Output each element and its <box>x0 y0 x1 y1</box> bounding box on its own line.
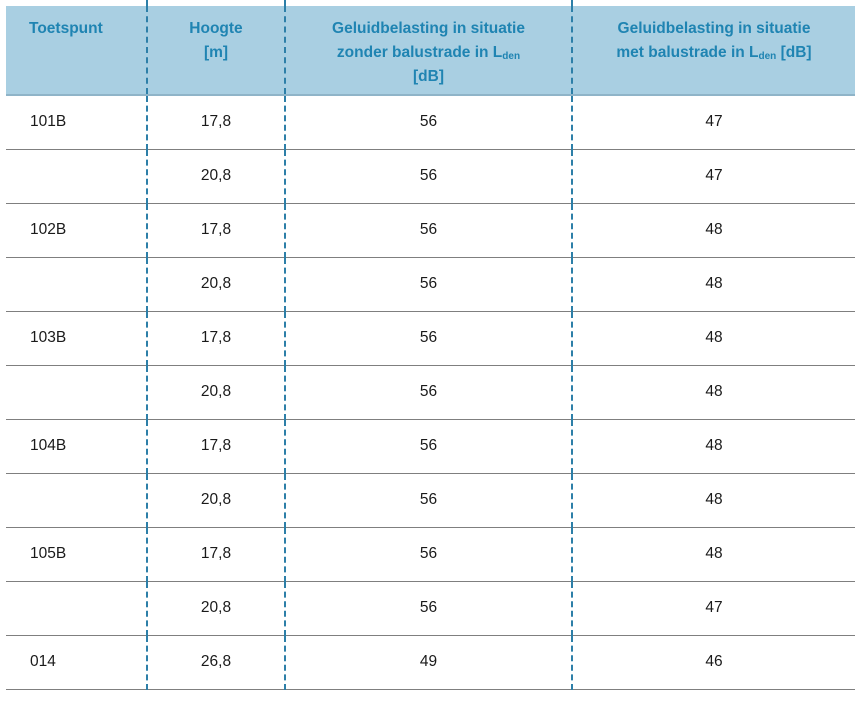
cell-hoogte: 20,8 <box>146 365 285 420</box>
cell-met-balustrade: 48 <box>571 473 855 528</box>
cell-toetspunt <box>6 473 147 528</box>
cell-zonder-balustrade: 56 <box>284 257 572 312</box>
cell-hoogte: 17,8 <box>146 311 285 366</box>
cell-toetspunt <box>6 149 147 204</box>
table-row: 20,8 56 47 <box>6 149 855 204</box>
cell-zonder-balustrade: 56 <box>284 419 572 474</box>
cell-hoogte: 17,8 <box>146 203 285 258</box>
header-zonder-line3: [dB] <box>413 68 444 85</box>
header-toetspunt-label: Toetspunt <box>29 20 103 37</box>
header-met-balustrade: Geluidbelasting in situatie met balustra… <box>571 6 855 95</box>
header-row: Toetspunt Hoogte [m] Geluidbelasting in … <box>6 6 855 95</box>
header-met-line2-tail: [dB] <box>776 44 812 61</box>
cell-zonder-balustrade: 56 <box>284 581 572 636</box>
header-zonder-line2: zonder balustrade in L <box>336 44 503 61</box>
cell-toetspunt <box>6 581 147 636</box>
cell-met-balustrade: 47 <box>571 94 855 150</box>
cell-toetspunt: 014 <box>6 635 147 690</box>
table-row: 20,8 56 48 <box>6 473 855 528</box>
cell-zonder-balustrade: 56 <box>284 203 572 258</box>
table-row: 014 26,8 49 46 <box>6 635 855 690</box>
cell-hoogte: 17,8 <box>146 94 285 150</box>
column-divider-stubs <box>0 0 855 6</box>
cell-hoogte: 17,8 <box>146 419 285 474</box>
table-row: 105B 17,8 56 48 <box>6 527 855 582</box>
cell-toetspunt <box>6 365 147 420</box>
table-header: Toetspunt Hoogte [m] Geluidbelasting in … <box>6 6 855 95</box>
cell-toetspunt: 101B <box>6 94 147 150</box>
cell-toetspunt <box>6 257 147 312</box>
cell-zonder-balustrade: 56 <box>284 149 572 204</box>
cell-toetspunt: 104B <box>6 419 147 474</box>
table-row: 104B 17,8 56 48 <box>6 419 855 474</box>
header-met-line2: met balustrade in L <box>616 44 759 61</box>
cell-met-balustrade: 47 <box>571 149 855 204</box>
header-hoogte-line1: Hoogte <box>189 20 243 37</box>
header-zonder-balustrade: Geluidbelasting in situatie zonder balus… <box>284 6 572 95</box>
noise-levels-table: Toetspunt Hoogte [m] Geluidbelasting in … <box>6 6 855 690</box>
cell-met-balustrade: 48 <box>571 257 855 312</box>
cell-zonder-balustrade: 56 <box>284 473 572 528</box>
cell-hoogte: 20,8 <box>146 473 285 528</box>
table-row: 20,8 56 48 <box>6 257 855 312</box>
header-met-line1: Geluidbelasting in situatie <box>617 20 811 37</box>
cell-met-balustrade: 47 <box>571 581 855 636</box>
cell-toetspunt: 105B <box>6 527 147 582</box>
header-zonder-subscript: den <box>502 51 521 62</box>
cell-met-balustrade: 48 <box>571 365 855 420</box>
cell-hoogte: 17,8 <box>146 527 285 582</box>
table-row: 103B 17,8 56 48 <box>6 311 855 366</box>
table-row: 20,8 56 48 <box>6 365 855 420</box>
header-hoogte: Hoogte [m] <box>146 6 285 95</box>
cell-met-balustrade: 48 <box>571 311 855 366</box>
cell-toetspunt: 103B <box>6 311 147 366</box>
cell-met-balustrade: 48 <box>571 419 855 474</box>
cell-hoogte: 26,8 <box>146 635 285 690</box>
cell-zonder-balustrade: 56 <box>284 365 572 420</box>
cell-toetspunt: 102B <box>6 203 147 258</box>
table-row: 101B 17,8 56 47 <box>6 94 855 150</box>
cell-zonder-balustrade: 49 <box>284 635 572 690</box>
cell-hoogte: 20,8 <box>146 581 285 636</box>
table-row: 20,8 56 47 <box>6 581 855 636</box>
cell-met-balustrade: 48 <box>571 527 855 582</box>
table-body: 101B 17,8 56 47 20,8 56 47 102B 17,8 56 48 20,8 56 48… <box>6 94 855 690</box>
cell-zonder-balustrade: 56 <box>284 311 572 366</box>
cell-hoogte: 20,8 <box>146 257 285 312</box>
header-hoogte-line2: [m] <box>203 44 229 61</box>
cell-met-balustrade: 48 <box>571 203 855 258</box>
cell-zonder-balustrade: 56 <box>284 94 572 150</box>
header-toetspunt: Toetspunt <box>6 6 147 95</box>
cell-hoogte: 20,8 <box>146 149 285 204</box>
cell-zonder-balustrade: 56 <box>284 527 572 582</box>
header-zonder-line1: Geluidbelasting in situatie <box>332 20 525 37</box>
table-row: 102B 17,8 56 48 <box>6 203 855 258</box>
header-met-subscript: den <box>758 51 777 62</box>
cell-met-balustrade: 46 <box>571 635 855 690</box>
